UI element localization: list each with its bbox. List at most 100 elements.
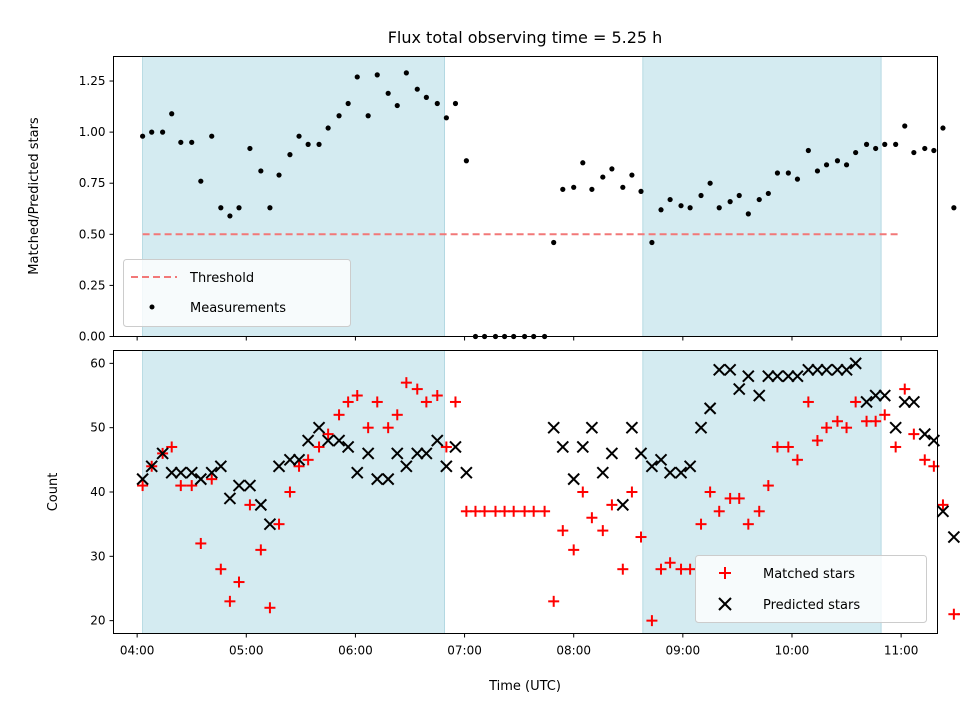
- predicted-star-point: [292, 453, 306, 467]
- predicted-star-stroke: [283, 453, 297, 467]
- predicted-star-stroke: [205, 466, 218, 479]
- top-axes-frame: [113, 56, 938, 337]
- matched-star-point: [479, 505, 491, 517]
- matched-star-point: [264, 602, 276, 614]
- x-tick-label: 04:00: [120, 644, 155, 658]
- measurement-point: [843, 162, 850, 168]
- predicted-star-stroke: [713, 363, 726, 377]
- predicted-star-point: [869, 389, 882, 402]
- predicted-star-stroke: [753, 389, 766, 402]
- predicted-star-stroke: [878, 389, 891, 402]
- measurement-point: [169, 111, 175, 117]
- measurement-point: [305, 141, 311, 147]
- measurement-point: [463, 158, 469, 164]
- bottom-legend: Matched stars Predicted stars: [695, 555, 927, 623]
- matched-star-point: [782, 441, 794, 453]
- predicted-star-point: [918, 427, 931, 441]
- matched-star-point: [831, 415, 843, 427]
- predicted-star-stroke: [820, 363, 833, 377]
- predicted-star-stroke: [361, 447, 375, 460]
- top-legend-box: [123, 259, 351, 327]
- matched-star-point: [206, 473, 218, 485]
- predicted-star-stroke: [136, 472, 149, 486]
- predicted-star-stroke: [860, 395, 873, 409]
- measurement-point: [414, 86, 420, 92]
- measurement-point: [609, 166, 615, 172]
- measurement-point: [267, 205, 273, 211]
- predicted-star-point: [205, 466, 218, 479]
- predicted-star-point: [460, 466, 473, 479]
- predicted-star-point: [771, 370, 784, 383]
- bottom-axes-frame: [113, 350, 938, 634]
- predicted-star-point: [321, 434, 335, 447]
- measurement-point: [452, 100, 459, 107]
- predicted-star-point: [440, 460, 453, 473]
- predicted-star-point: [605, 447, 619, 460]
- predicted-star-stroke: [742, 370, 755, 383]
- matched-star-point: [302, 454, 314, 466]
- predicted-star-point: [694, 421, 708, 434]
- predicted-star-stroke: [194, 472, 208, 486]
- predicted-star-stroke: [341, 440, 355, 454]
- x-tick-label: 07:00: [447, 644, 482, 658]
- predicted-star-stroke: [585, 421, 599, 434]
- predicted-star-stroke: [174, 466, 188, 479]
- matched-star-point: [771, 441, 783, 453]
- predicted-star-point: [136, 472, 149, 486]
- predicted-star-point: [849, 357, 862, 370]
- predicted-star-stroke: [831, 363, 844, 377]
- predicted-star-point: [332, 434, 346, 447]
- top-y-tick-label: 0.50: [79, 227, 106, 241]
- predicted-star-stroke: [889, 421, 902, 434]
- matched-star-point: [411, 383, 423, 395]
- predicted-star-point: [791, 370, 804, 383]
- predicted-star-point: [411, 447, 424, 460]
- measurement-point: [571, 184, 577, 190]
- top-x-ticks: [136, 336, 902, 341]
- legend-measurements-swatch: [149, 304, 155, 310]
- top-shaded-intervals: [142, 56, 882, 337]
- matched-star-point: [695, 518, 707, 530]
- matched-star-point: [635, 531, 647, 543]
- measurement-point: [707, 180, 713, 186]
- matched-star-point: [400, 377, 412, 389]
- matched-star-point: [899, 383, 911, 395]
- predicted-star-stroke: [547, 421, 560, 434]
- measurement-point: [863, 141, 870, 147]
- matched-star-point: [313, 441, 325, 453]
- matched-star-point: [508, 505, 520, 517]
- predicted-star-point: [232, 479, 246, 492]
- measurement-point: [580, 160, 586, 166]
- x-tick-label: 06:00: [338, 644, 373, 658]
- predicted-star-stroke: [321, 434, 335, 447]
- measurement-point: [218, 205, 224, 211]
- bottom-y-axis-label: Count: [46, 473, 61, 512]
- top-y-axis-label: Matched/Predicted stars: [27, 117, 42, 275]
- predicted-star-stroke: [165, 466, 178, 479]
- predicted-star-stroke: [381, 472, 395, 486]
- matched-star-point: [342, 396, 354, 408]
- predicted-star-point: [174, 466, 188, 479]
- top-panel: 0.00 0.25 0.50 0.75 1.00 1.25 Flux total obse…: [27, 28, 957, 344]
- matched-star-point: [957, 613, 960, 616]
- matched-star-point: [937, 499, 949, 511]
- predicted-star-stroke: [263, 517, 277, 531]
- predicted-star-stroke: [567, 472, 580, 486]
- measurement-point: [814, 168, 821, 174]
- matched-star-point: [382, 422, 394, 434]
- measurement-point: [736, 192, 742, 199]
- predicted-star-point: [703, 402, 717, 415]
- matched-star-point: [802, 396, 814, 408]
- predicted-star-stroke: [254, 498, 268, 512]
- matched-star-point: [440, 441, 452, 453]
- predicted-star-stroke: [145, 460, 158, 473]
- legend-matched-label: Matched stars: [763, 567, 855, 582]
- measurement-point: [716, 205, 722, 211]
- matched-star-point: [195, 537, 207, 549]
- chart-title: Flux total observing time = 5.25 h: [388, 28, 663, 47]
- top-y-tick-label: 1.00: [79, 125, 106, 139]
- predicted-star-point: [341, 440, 355, 454]
- predicted-star-stroke: [449, 440, 462, 454]
- measurement-point: [745, 211, 751, 217]
